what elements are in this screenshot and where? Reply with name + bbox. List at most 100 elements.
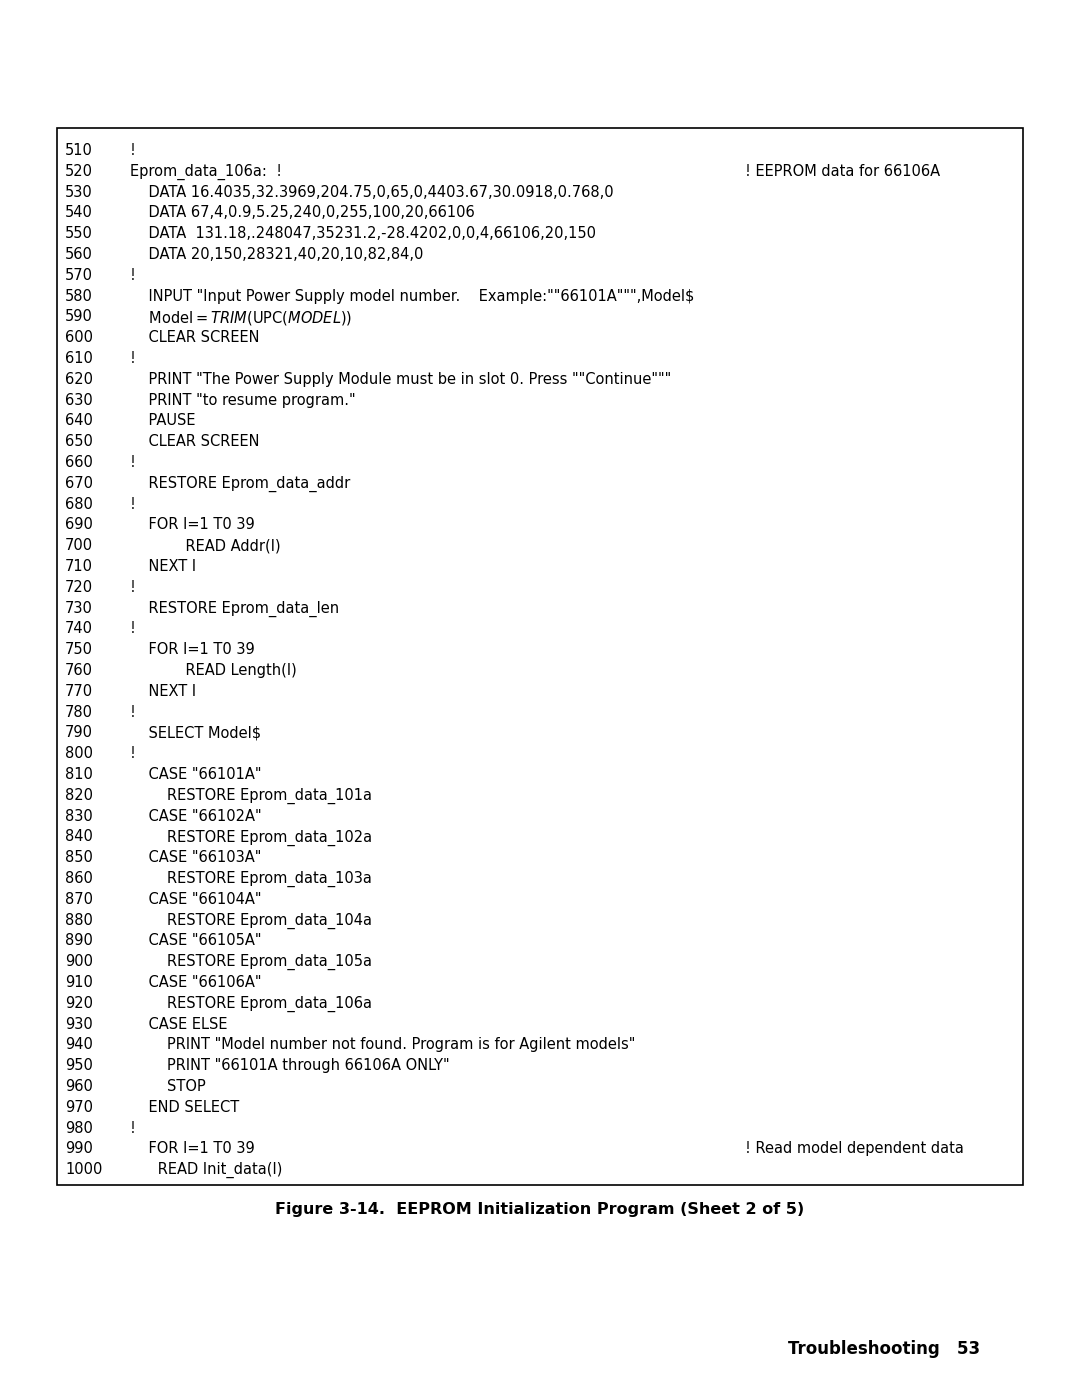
Text: PRINT "Model number not found. Program is for Agilent models": PRINT "Model number not found. Program i… [130,1038,635,1052]
Text: CASE "66104A": CASE "66104A" [130,891,261,907]
Text: 550: 550 [65,226,93,242]
Text: READ Length(I): READ Length(I) [130,664,297,678]
Text: DATA  131.18,.248047,35231.2,-28.4202,0,0,4,66106,20,150: DATA 131.18,.248047,35231.2,-28.4202,0,0… [130,226,596,242]
Text: 760: 760 [65,664,93,678]
Text: Figure 3-14.  EEPROM Initialization Program (Sheet 2 of 5): Figure 3-14. EEPROM Initialization Progr… [275,1201,805,1217]
Text: 560: 560 [65,247,93,263]
Text: CASE "66103A": CASE "66103A" [130,851,261,865]
Text: ! EEPROM data for 66106A: ! EEPROM data for 66106A [745,163,940,179]
Text: 570: 570 [65,268,93,282]
Text: 910: 910 [65,975,93,990]
Text: 810: 810 [65,767,93,782]
Text: 600: 600 [65,330,93,345]
Text: DATA 20,150,28321,40,20,10,82,84,0: DATA 20,150,28321,40,20,10,82,84,0 [130,247,423,263]
Text: 670: 670 [65,476,93,490]
Text: READ Init_data(I): READ Init_data(I) [130,1162,282,1179]
Text: SELECT Model$: SELECT Model$ [130,725,261,740]
Text: 990: 990 [65,1141,93,1157]
Text: !: ! [130,1120,136,1136]
Text: !: ! [130,496,136,511]
Text: 840: 840 [65,830,93,844]
Text: !: ! [130,580,136,595]
Text: 610: 610 [65,351,93,366]
Text: 900: 900 [65,954,93,970]
Text: 750: 750 [65,643,93,657]
Text: CASE "66105A": CASE "66105A" [130,933,261,949]
Text: PRINT "to resume program.": PRINT "to resume program." [130,393,355,408]
Text: PRINT "66101A through 66106A ONLY": PRINT "66101A through 66106A ONLY" [130,1058,449,1073]
Text: !: ! [130,351,136,366]
Text: 940: 940 [65,1038,93,1052]
Text: INPUT "Input Power Supply model number.    Example:""66101A""",Model$: INPUT "Input Power Supply model number. … [130,289,694,303]
Text: 930: 930 [65,1017,93,1031]
Text: 780: 780 [65,704,93,719]
Text: Troubleshooting   53: Troubleshooting 53 [788,1340,980,1358]
Text: 720: 720 [65,580,93,595]
Text: 590: 590 [65,309,93,324]
Text: 660: 660 [65,455,93,469]
Text: 650: 650 [65,434,93,450]
Text: NEXT I: NEXT I [130,683,197,698]
Text: 890: 890 [65,933,93,949]
Text: RESTORE Eprom_data_104a: RESTORE Eprom_data_104a [130,912,372,929]
Text: STOP: STOP [130,1078,206,1094]
Text: 830: 830 [65,809,93,824]
Text: !: ! [130,455,136,469]
Text: DATA 16.4035,32.3969,204.75,0,65,0,4403.67,30.0918,0.768,0: DATA 16.4035,32.3969,204.75,0,65,0,4403.… [130,184,613,200]
Text: 530: 530 [65,184,93,200]
Text: 690: 690 [65,517,93,532]
Text: 980: 980 [65,1120,93,1136]
Text: 770: 770 [65,683,93,698]
Text: 950: 950 [65,1058,93,1073]
Text: 710: 710 [65,559,93,574]
Text: FOR I=1 T0 39: FOR I=1 T0 39 [130,1141,255,1157]
Text: 680: 680 [65,496,93,511]
Text: NEXT I: NEXT I [130,559,197,574]
Text: CASE ELSE: CASE ELSE [130,1017,228,1031]
Text: !: ! [130,704,136,719]
Text: FOR I=1 T0 39: FOR I=1 T0 39 [130,643,255,657]
Text: 1000: 1000 [65,1162,103,1178]
Text: 540: 540 [65,205,93,221]
Text: 700: 700 [65,538,93,553]
Text: 620: 620 [65,372,93,387]
Text: 510: 510 [65,142,93,158]
Text: 790: 790 [65,725,93,740]
Text: 870: 870 [65,891,93,907]
Text: 640: 640 [65,414,93,429]
Text: !: ! [130,622,136,637]
Text: RESTORE Eprom_data_106a: RESTORE Eprom_data_106a [130,996,372,1011]
Text: 960: 960 [65,1078,93,1094]
Text: 820: 820 [65,788,93,803]
Text: Model$=TRIM$(UPC$(MODEL$)): Model$=TRIM$(UPC$(MODEL$)) [130,309,352,327]
Text: DATA 67,4,0.9,5.25,240,0,255,100,20,66106: DATA 67,4,0.9,5.25,240,0,255,100,20,6610… [130,205,475,221]
Text: CASE "66102A": CASE "66102A" [130,809,261,824]
Text: FOR I=1 T0 39: FOR I=1 T0 39 [130,517,255,532]
Text: CLEAR SCREEN: CLEAR SCREEN [130,434,259,450]
Text: 920: 920 [65,996,93,1011]
Text: 860: 860 [65,870,93,886]
Text: RESTORE Eprom_data_103a: RESTORE Eprom_data_103a [130,870,372,887]
Text: !: ! [130,746,136,761]
Bar [57,129,1023,1185]
Text: 730: 730 [65,601,93,616]
Text: 880: 880 [65,912,93,928]
Text: 800: 800 [65,746,93,761]
Text: RESTORE Eprom_data_102a: RESTORE Eprom_data_102a [130,830,373,845]
Text: 970: 970 [65,1099,93,1115]
Text: READ Addr(I): READ Addr(I) [130,538,281,553]
Text: 580: 580 [65,289,93,303]
Text: CASE "66106A": CASE "66106A" [130,975,261,990]
Text: 740: 740 [65,622,93,637]
Text: PAUSE: PAUSE [130,414,195,429]
Text: PRINT "The Power Supply Module must be in slot 0. Press ""Continue""": PRINT "The Power Supply Module must be i… [130,372,672,387]
Text: !: ! [130,142,136,158]
Text: 850: 850 [65,851,93,865]
Text: END SELECT: END SELECT [130,1099,240,1115]
Text: 520: 520 [65,163,93,179]
Text: RESTORE Eprom_data_105a: RESTORE Eprom_data_105a [130,954,372,971]
Text: Eprom_data_106a:  !: Eprom_data_106a: ! [130,163,282,180]
Text: CASE "66101A": CASE "66101A" [130,767,261,782]
Text: CLEAR SCREEN: CLEAR SCREEN [130,330,259,345]
Text: RESTORE Eprom_data_addr: RESTORE Eprom_data_addr [130,476,350,492]
